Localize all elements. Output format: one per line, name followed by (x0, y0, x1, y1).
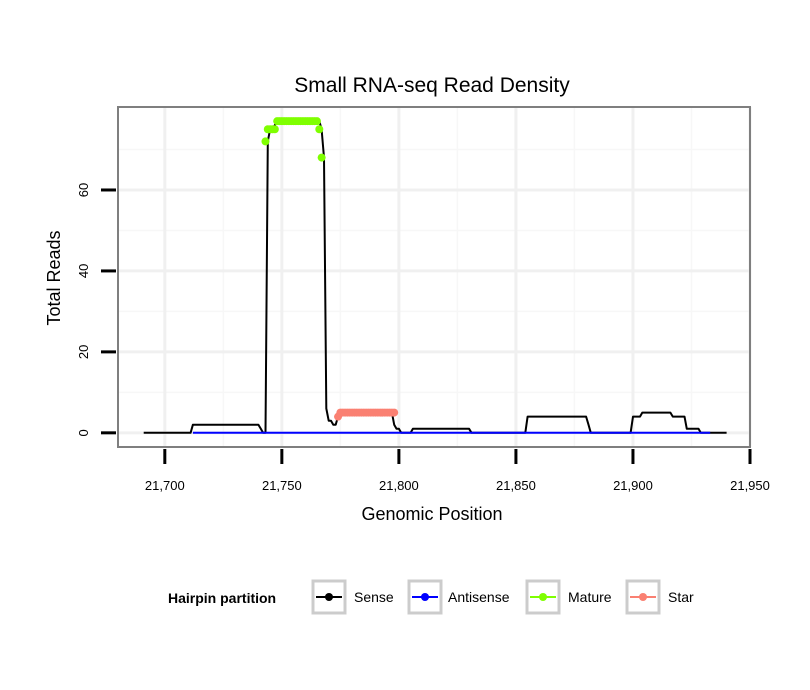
x-tick-label: 21,750 (262, 478, 302, 493)
x-tick-label: 21,900 (613, 478, 653, 493)
x-tick-label: 21,950 (730, 478, 770, 493)
y-tick-label: 40 (76, 264, 91, 278)
x-axis-title: Genomic Position (361, 504, 502, 524)
grid (118, 107, 752, 447)
x-tick-label: 21,800 (379, 478, 419, 493)
data-point-mature (315, 125, 324, 134)
legend-label-star: Star (668, 589, 694, 605)
y-tick-label: 20 (76, 345, 91, 359)
legend-key-marker-sense (325, 593, 333, 601)
y-tick-label: 60 (76, 183, 91, 197)
data-point-mature (317, 153, 326, 162)
data-point-mature (312, 117, 321, 126)
legend-key-marker-star (639, 593, 647, 601)
legend-key-marker-mature (539, 593, 547, 601)
panel-border (117, 106, 751, 448)
series-line-sense (143, 120, 727, 434)
axes: 21,700 21,750 21,800 21,850 21,900 21,950 0 20 4… (76, 183, 770, 493)
legend-key-marker-antisense (421, 593, 429, 601)
legend: Hairpin partition Sense Antisense Mature St… (168, 579, 694, 615)
legend-title: Hairpin partition (168, 590, 276, 606)
data-point-mature (270, 125, 279, 134)
data-point-mature (261, 137, 270, 146)
y-axis-title: Total Reads (44, 230, 64, 325)
chart-title: Small RNA-seq Read Density (294, 74, 570, 97)
legend-label-antisense: Antisense (448, 589, 510, 605)
legend-label-mature: Mature (568, 589, 612, 605)
x-tick-label: 21,850 (496, 478, 536, 493)
legend-label-sense: Sense (354, 589, 394, 605)
data-point-star (390, 408, 399, 417)
y-tick-label: 0 (76, 429, 91, 436)
plot-series (143, 117, 727, 434)
x-tick-label: 21,700 (145, 478, 185, 493)
